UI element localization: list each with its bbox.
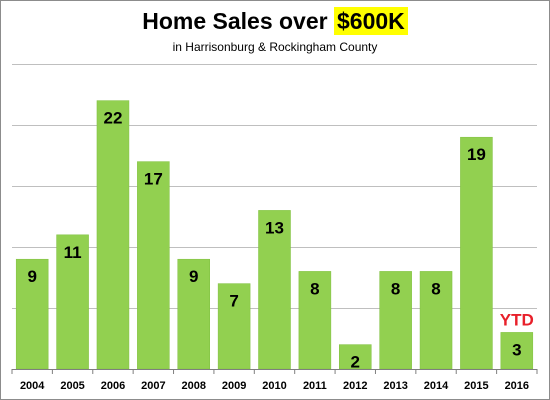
x-tick-label-2015: 2015 bbox=[464, 380, 488, 392]
data-label-2010: 13 bbox=[265, 218, 284, 237]
bar-2008 bbox=[177, 258, 210, 370]
chart-title: Home Sales over $600K bbox=[0, 7, 550, 35]
data-label-2014: 8 bbox=[431, 279, 440, 298]
x-tick-label-2012: 2012 bbox=[343, 380, 367, 392]
x-tick-label-2005: 2005 bbox=[60, 380, 84, 392]
data-label-2005: 11 bbox=[64, 243, 82, 262]
data-label-2008: 9 bbox=[189, 267, 198, 286]
bar-2004 bbox=[15, 258, 49, 370]
x-tick-label-2009: 2009 bbox=[222, 380, 246, 392]
bar-2009 bbox=[217, 283, 251, 370]
chart-title-highlight: $600K bbox=[333, 7, 408, 35]
data-label-2007: 17 bbox=[144, 170, 163, 189]
data-label-2016: 3 bbox=[512, 340, 521, 359]
x-tick-label-2007: 2007 bbox=[141, 380, 165, 392]
x-tick-label-2013: 2013 bbox=[383, 380, 407, 392]
bar-2013 bbox=[379, 271, 412, 370]
chart-subtitle: in Harrisonburg & Rockingham County bbox=[172, 40, 378, 54]
x-tick-label-2008: 2008 bbox=[181, 380, 205, 392]
bar-2005 bbox=[56, 234, 89, 370]
bar-2010 bbox=[258, 210, 291, 370]
data-label-2009: 7 bbox=[229, 292, 238, 311]
x-tick-label-2011: 2011 bbox=[303, 380, 327, 392]
bar-2011 bbox=[298, 271, 332, 370]
bar-2015 bbox=[460, 136, 493, 370]
x-tick-label-2016: 2016 bbox=[505, 380, 529, 392]
x-tick-label-2006: 2006 bbox=[101, 380, 125, 392]
chart-title-text: Home Sales over bbox=[142, 8, 328, 34]
x-tick-label-2014: 2014 bbox=[424, 380, 449, 392]
bar-2016 bbox=[500, 332, 534, 370]
bar-2014 bbox=[419, 271, 453, 370]
bar-2007 bbox=[137, 161, 170, 370]
bar-2006 bbox=[96, 100, 130, 370]
x-tick-label-2004: 2004 bbox=[20, 380, 45, 392]
data-label-2006: 22 bbox=[104, 109, 123, 128]
x-tick-label-2010: 2010 bbox=[262, 380, 286, 392]
data-label-2011: 8 bbox=[310, 279, 319, 298]
data-label-2004: 9 bbox=[27, 267, 36, 286]
data-label-2013: 8 bbox=[391, 279, 400, 298]
data-label-2015: 19 bbox=[467, 145, 486, 164]
data-label-2012: 2 bbox=[351, 353, 360, 372]
ytd-annotation: YTD bbox=[500, 310, 534, 329]
bar-2012 bbox=[339, 344, 372, 370]
